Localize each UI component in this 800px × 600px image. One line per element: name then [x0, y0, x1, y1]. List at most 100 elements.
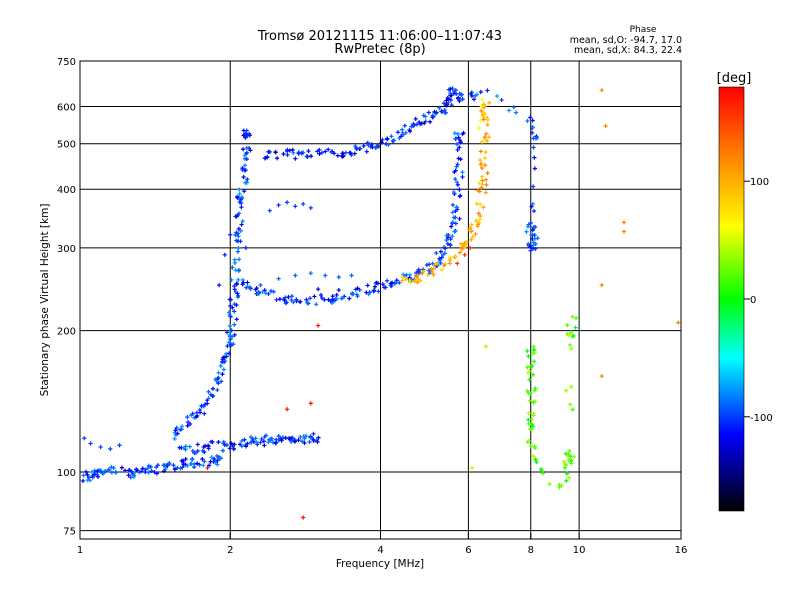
- data-point: [402, 123, 407, 128]
- data-point: [299, 151, 304, 156]
- data-point: [394, 278, 399, 283]
- data-point: [480, 97, 485, 102]
- data-point: [480, 139, 485, 144]
- data-point: [242, 163, 248, 168]
- data-point: [330, 297, 335, 302]
- data-point: [202, 411, 207, 416]
- data-point: [212, 456, 217, 462]
- data-point: [285, 407, 290, 412]
- data-point: [444, 103, 449, 108]
- data-point: [312, 294, 317, 299]
- data-point: [451, 215, 456, 220]
- data-point: [476, 211, 481, 216]
- data-point: [411, 121, 416, 126]
- data-point: [354, 292, 359, 297]
- data-point: [210, 386, 216, 391]
- data-point: [155, 463, 160, 468]
- point-series: [400, 100, 492, 285]
- data-point: [268, 288, 274, 294]
- data-point: [187, 421, 193, 427]
- data-point: [199, 403, 204, 408]
- point-series: [455, 245, 473, 266]
- data-point: [316, 287, 321, 292]
- y-tick-label: 100: [57, 468, 76, 479]
- data-point: [232, 332, 237, 338]
- data-point: [570, 407, 575, 412]
- data-point: [220, 448, 225, 453]
- data-point: [453, 136, 459, 141]
- data-point: [266, 149, 271, 154]
- data-point: [270, 440, 276, 445]
- data-point: [431, 272, 436, 277]
- data-point: [457, 138, 463, 143]
- data-point: [454, 142, 460, 147]
- data-point: [484, 131, 489, 136]
- data-point: [263, 156, 268, 161]
- data-point: [334, 296, 339, 302]
- data-point: [319, 295, 325, 301]
- data-point: [370, 144, 375, 150]
- data-point: [291, 300, 296, 305]
- data-point: [485, 138, 490, 144]
- data-point: [395, 130, 401, 135]
- data-point: [454, 180, 460, 185]
- data-point: [477, 202, 483, 207]
- data-point: [430, 269, 435, 275]
- data-point: [294, 297, 299, 302]
- data-point: [621, 220, 627, 225]
- data-point: [349, 273, 354, 278]
- data-point: [454, 164, 459, 169]
- data-point: [571, 333, 576, 338]
- data-point: [532, 233, 537, 238]
- data-point: [531, 347, 537, 352]
- data-point: [231, 447, 236, 452]
- data-point: [117, 443, 122, 448]
- data-point: [434, 250, 439, 256]
- data-point: [271, 289, 276, 294]
- data-point: [189, 413, 194, 418]
- data-point: [215, 462, 220, 467]
- data-point: [531, 413, 536, 418]
- data-point: [238, 239, 243, 244]
- data-point: [528, 444, 534, 449]
- data-point: [564, 478, 569, 483]
- data-point: [525, 118, 530, 124]
- x-axis-ticks: 1 2 4 6 8 10 16: [77, 533, 687, 556]
- data-point: [441, 101, 446, 106]
- data-point: [599, 88, 604, 93]
- data-point: [258, 440, 263, 445]
- data-point: [258, 282, 263, 288]
- data-point: [499, 97, 504, 103]
- data-point: [201, 463, 206, 468]
- data-point: [451, 189, 456, 195]
- data-point: [421, 269, 426, 274]
- data-point: [189, 457, 195, 462]
- data-point: [323, 273, 328, 278]
- data-point: [530, 364, 535, 369]
- data-point: [315, 439, 320, 444]
- data-point: [530, 118, 535, 123]
- data-point: [528, 115, 533, 120]
- data-point: [227, 446, 232, 451]
- data-point: [484, 182, 489, 187]
- data-point: [474, 201, 479, 206]
- data-point: [89, 469, 94, 475]
- data-point: [90, 473, 95, 479]
- data-point: [192, 450, 197, 456]
- data-point: [234, 282, 239, 287]
- data-point: [239, 438, 244, 444]
- data-point: [400, 127, 405, 132]
- x-tick-label: 4: [377, 545, 383, 556]
- data-point: [80, 478, 86, 484]
- data-point: [259, 436, 264, 442]
- data-point: [525, 224, 531, 229]
- data-point: [481, 105, 486, 110]
- data-point: [289, 294, 295, 299]
- data-point: [457, 145, 462, 150]
- data-point: [239, 205, 244, 210]
- data-point: [482, 155, 488, 161]
- data-point: [477, 181, 482, 186]
- data-point: [483, 177, 489, 182]
- data-point: [476, 222, 481, 227]
- colorbar-label: [deg]: [717, 71, 752, 86]
